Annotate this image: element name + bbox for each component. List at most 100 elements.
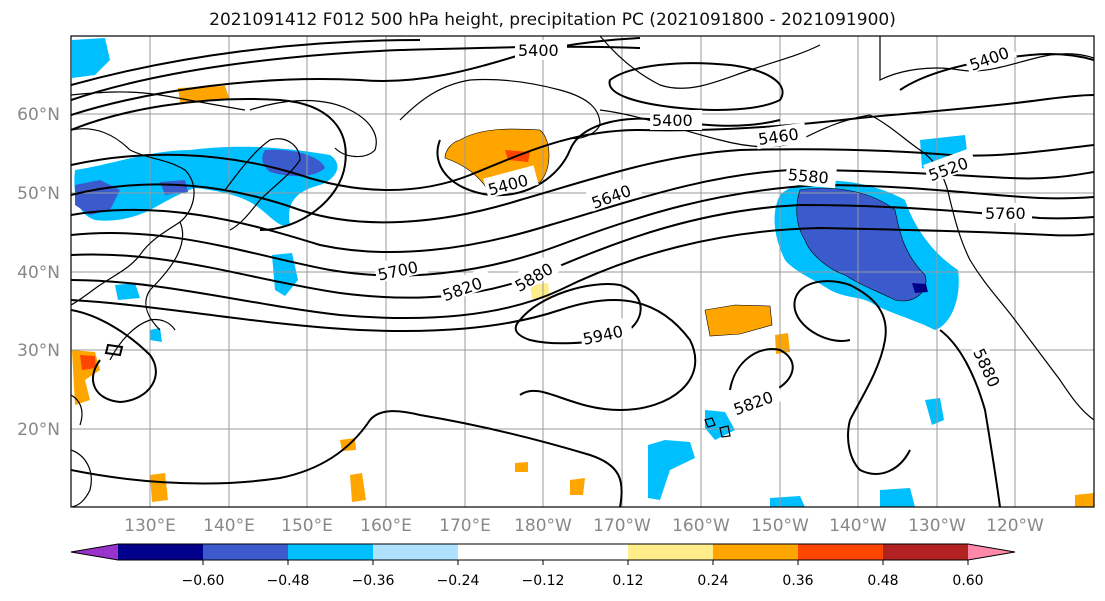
precip-negative-region xyxy=(925,398,944,425)
height-contours xyxy=(71,37,1094,507)
precip-positive-region xyxy=(80,355,96,370)
precip-negative-region xyxy=(912,283,928,293)
coastline-hawaii xyxy=(719,425,731,438)
lat-label: 40°N xyxy=(17,263,60,283)
coastline-asia xyxy=(145,221,184,331)
lat-label: 30°N xyxy=(17,341,60,361)
height-contour xyxy=(71,183,1094,277)
precip-negative-region xyxy=(796,188,926,301)
coastline-philippines xyxy=(71,449,92,507)
colorbar-tick-label: −0.24 xyxy=(437,573,480,589)
precip-positive-region xyxy=(515,462,528,472)
coastline-kamchatka xyxy=(224,138,301,231)
map-title: 2021091412 F012 500 hPa height, precipit… xyxy=(209,10,896,30)
precip-positive-region xyxy=(350,473,366,502)
precip-positive-region xyxy=(530,283,550,299)
colorbar-tick-label: 0.60 xyxy=(952,573,983,589)
coastline-japan xyxy=(109,318,176,361)
lon-label: 150°E xyxy=(281,516,333,536)
lon-label: 180°W xyxy=(514,516,572,536)
height-contour xyxy=(71,39,421,86)
lon-label: 150°W xyxy=(751,516,809,536)
colorbar-segment xyxy=(288,544,373,560)
height-contour xyxy=(729,348,794,391)
colorbar-segment xyxy=(373,544,458,560)
lat-label: 20°N xyxy=(17,420,60,440)
colorbar-tick-label: −0.12 xyxy=(522,573,565,589)
height-contour xyxy=(71,98,347,231)
colorbar-segment xyxy=(798,544,883,560)
precip-negative-region xyxy=(72,38,110,78)
lon-label: 160°W xyxy=(672,516,730,536)
lon-label: 140°W xyxy=(829,516,887,536)
precip-negative-region xyxy=(150,328,162,342)
coastline-hawaii xyxy=(704,417,716,428)
colorbar-segment xyxy=(883,544,968,560)
coastline-arctic xyxy=(599,36,821,89)
colorbar-extend-low xyxy=(71,544,118,560)
colorbar-segment xyxy=(713,544,798,560)
colorbar-segment xyxy=(203,544,288,560)
lat-label: 60°N xyxy=(17,105,60,125)
height-contour xyxy=(71,168,1094,254)
colorbar-segment xyxy=(118,544,203,560)
lon-label: 160°E xyxy=(360,516,412,536)
precip-negative-region xyxy=(770,496,805,507)
colorbar-tick-label: −0.60 xyxy=(182,573,225,589)
coastline-philippines xyxy=(71,394,83,426)
precip-positive-region xyxy=(178,86,230,102)
colorbar-tick-label: 0.12 xyxy=(612,573,643,589)
precip-positive-region xyxy=(705,305,772,336)
lon-label: 140°E xyxy=(203,516,255,536)
lon-label: 170°W xyxy=(593,516,651,536)
height-contour xyxy=(71,226,1094,319)
colorbar-extend-high xyxy=(968,544,1015,560)
colorbar-segment xyxy=(628,544,713,560)
colorbar-segment xyxy=(543,544,628,560)
height-contour xyxy=(939,329,1001,507)
contour-label: 5580 xyxy=(787,165,829,187)
lon-label: 130°W xyxy=(908,516,966,536)
precip-positive-region xyxy=(150,473,168,502)
height-contour xyxy=(71,37,641,116)
height-contour xyxy=(104,343,124,357)
height-contour xyxy=(436,117,781,197)
coastline-asia xyxy=(71,128,195,306)
colorbar-segment xyxy=(458,544,543,560)
height-contour xyxy=(71,299,697,412)
coastline-arctic xyxy=(879,36,1094,81)
contour-label: 5400 xyxy=(518,41,559,60)
contour-label: 5400 xyxy=(652,111,693,130)
lon-label: 170°E xyxy=(439,516,491,536)
precip-negative-region xyxy=(648,440,695,500)
height-contour xyxy=(899,52,1094,91)
precip-positive-region xyxy=(1075,493,1094,507)
colorbar-tick-label: −0.36 xyxy=(352,573,395,589)
lon-label: 130°E xyxy=(124,516,176,536)
contour-label: 5760 xyxy=(985,204,1026,223)
precip-negative-region xyxy=(705,410,735,440)
height-contour xyxy=(608,62,784,111)
lat-label: 50°N xyxy=(17,184,60,204)
height-contour xyxy=(71,144,1094,224)
longitude-labels: 130°E 140°E 150°E 160°E 170°E 180°W 170°… xyxy=(124,516,1044,536)
precip-positive-region xyxy=(570,478,585,495)
colorbar-tick-label: 0.24 xyxy=(697,573,728,589)
precip-negative-region xyxy=(115,283,140,300)
colorbar-tick-label: 0.36 xyxy=(782,573,813,589)
latitude-labels: 60°N 50°N 40°N 30°N 20°N xyxy=(17,105,60,440)
colorbar-tick-label: 0.48 xyxy=(867,573,898,589)
colorbar: −0.60 −0.48 −0.36 −0.24 −0.12 0.12 0.24 … xyxy=(70,543,1016,589)
precip-negative-region xyxy=(880,488,915,507)
precip-negative-region xyxy=(75,180,120,215)
lon-label: 120°W xyxy=(986,516,1044,536)
map-border xyxy=(70,35,1095,508)
colorbar-tick-label: −0.48 xyxy=(267,573,310,589)
coastline-north-america xyxy=(869,114,1094,421)
height-contour xyxy=(71,94,1094,191)
contour-labels: 5400 5400 5400 5400 5460 5520 5580 5640 … xyxy=(373,38,1032,419)
height-contour xyxy=(71,309,157,404)
height-contour xyxy=(847,419,911,475)
height-contour xyxy=(71,410,623,507)
